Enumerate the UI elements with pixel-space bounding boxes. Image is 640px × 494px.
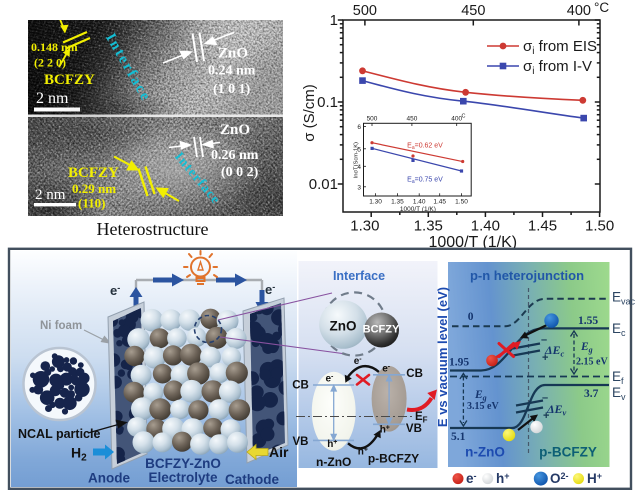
- svg-text:0.29 nm: 0.29 nm: [72, 181, 116, 196]
- svg-text:h+: h+: [358, 447, 368, 458]
- svg-text:σ (S/cm): σ (S/cm): [301, 84, 318, 142]
- svg-text:+: +: [542, 352, 548, 364]
- svg-text:1.30: 1.30: [350, 218, 379, 235]
- svg-text:500: 500: [353, 3, 377, 19]
- svg-text:4: 4: [357, 164, 361, 171]
- svg-text:e-: e-: [354, 356, 363, 367]
- svg-text:500: 500: [367, 116, 378, 123]
- svg-text:e-: e-: [110, 283, 120, 298]
- svg-text:0.1: 0.1: [317, 94, 338, 111]
- svg-text:BCFZY: BCFZY: [363, 324, 400, 336]
- svg-text:–: –: [541, 334, 547, 346]
- svg-text:Ea=0.75 eV: Ea=0.75 eV: [407, 177, 443, 186]
- svg-text:Air: Air: [269, 444, 289, 460]
- svg-text:2 nm: 2 nm: [35, 187, 66, 203]
- svg-text:1.40: 1.40: [413, 199, 426, 206]
- svg-text:1.50: 1.50: [455, 199, 468, 206]
- svg-text:3.15 eV: 3.15 eV: [467, 401, 499, 412]
- svg-text:+: +: [543, 410, 549, 422]
- svg-text:1.50: 1.50: [585, 218, 614, 235]
- svg-text:1.30: 1.30: [369, 199, 382, 206]
- svg-text:σi from I-V: σi from I-V: [523, 58, 592, 77]
- svg-text:0: 0: [468, 311, 474, 323]
- svg-text:–: –: [542, 392, 548, 404]
- svg-text:5.1: 5.1: [451, 431, 466, 443]
- svg-text:3.7: 3.7: [584, 388, 599, 400]
- svg-text:Ea=0.62 eV: Ea=0.62 eV: [407, 143, 443, 152]
- svg-text:h+: h+: [327, 439, 337, 450]
- svg-text:Interface: Interface: [333, 269, 385, 283]
- svg-text:0.26 nm: 0.26 nm: [211, 148, 259, 163]
- svg-text:ZnO: ZnO: [330, 319, 357, 334]
- svg-text:ZnO: ZnO: [220, 122, 250, 138]
- svg-text:0.01: 0.01: [309, 176, 338, 193]
- svg-text:BCFZY: BCFZY: [44, 72, 95, 88]
- svg-text:VB: VB: [406, 423, 422, 435]
- svg-text:2.15 eV: 2.15 eV: [576, 357, 608, 368]
- svg-text:e-: e-: [265, 282, 275, 297]
- svg-text:CB: CB: [406, 368, 423, 380]
- svg-text:lnσT(Scm-1K): lnσT(Scm-1K): [354, 142, 360, 178]
- svg-text:BCFZY-ZnO: BCFZY-ZnO: [145, 456, 221, 471]
- svg-text:0.24 nm: 0.24 nm: [208, 64, 256, 79]
- svg-text:n-ZnO: n-ZnO: [316, 455, 351, 469]
- svg-text:h+: h+: [380, 425, 390, 436]
- svg-text:1.55: 1.55: [578, 315, 598, 327]
- svg-text:1.35: 1.35: [391, 199, 404, 206]
- svg-text:0.148 nm: 0.148 nm: [31, 40, 78, 54]
- svg-text:VB: VB: [293, 436, 309, 448]
- svg-text:1.45: 1.45: [433, 199, 446, 206]
- svg-text:1.95: 1.95: [449, 357, 469, 369]
- svg-text:1.40: 1.40: [471, 218, 500, 235]
- svg-text:450: 450: [461, 3, 485, 19]
- svg-text:2 nm: 2 nm: [36, 90, 69, 107]
- svg-text:e-: e-: [325, 374, 334, 385]
- svg-text:3: 3: [357, 184, 361, 191]
- svg-text:400: 400: [451, 116, 462, 123]
- svg-text:Electrolyte: Electrolyte: [148, 470, 218, 485]
- svg-text:(0 0 2): (0 0 2): [221, 165, 259, 180]
- svg-text:p-BCFZY: p-BCFZY: [368, 452, 419, 466]
- svg-text:6: 6: [357, 124, 361, 131]
- svg-text:°C: °C: [594, 0, 609, 15]
- svg-text:ΔEc: ΔEc: [544, 343, 565, 359]
- svg-text:n-ZnO: n-ZnO: [465, 445, 505, 460]
- svg-text:BCFZY: BCFZY: [68, 165, 119, 181]
- svg-text:C: C: [462, 114, 466, 120]
- svg-text:E vs vacuum level (eV): E vs vacuum level (eV): [435, 287, 450, 427]
- svg-text:400: 400: [567, 3, 591, 19]
- svg-text:(2 2 0): (2 2 0): [34, 56, 66, 70]
- svg-text:Cathode: Cathode: [225, 472, 279, 487]
- svg-text:1000/T (1/K): 1000/T (1/K): [428, 234, 517, 250]
- svg-text:ΔEv: ΔEv: [546, 402, 567, 418]
- svg-text:ZnO: ZnO: [218, 46, 248, 62]
- svg-text:Ni foam: Ni foam: [40, 320, 82, 332]
- svg-text:σi from EIS: σi from EIS: [523, 38, 597, 57]
- svg-text:p-BCFZY: p-BCFZY: [539, 445, 597, 460]
- svg-text:NCAL particle: NCAL particle: [18, 427, 100, 441]
- svg-text:1000/T (1/K): 1000/T (1/K): [400, 206, 436, 213]
- svg-text:e-: e-: [466, 471, 477, 486]
- svg-text:p-n heterojunction: p-n heterojunction: [470, 268, 584, 283]
- svg-text:CB: CB: [292, 380, 309, 392]
- svg-text:1.35: 1.35: [414, 218, 443, 235]
- svg-text:Ef: Ef: [612, 369, 624, 386]
- svg-text:1.45: 1.45: [528, 218, 557, 235]
- svg-text:(110): (110): [78, 196, 105, 211]
- svg-text:5: 5: [357, 146, 361, 153]
- svg-text:1: 1: [330, 12, 338, 29]
- svg-text:e-: e-: [382, 363, 391, 374]
- svg-text:Anode: Anode: [88, 471, 130, 486]
- svg-text:(1 0 1): (1 0 1): [213, 82, 251, 97]
- svg-text:450: 450: [406, 116, 417, 123]
